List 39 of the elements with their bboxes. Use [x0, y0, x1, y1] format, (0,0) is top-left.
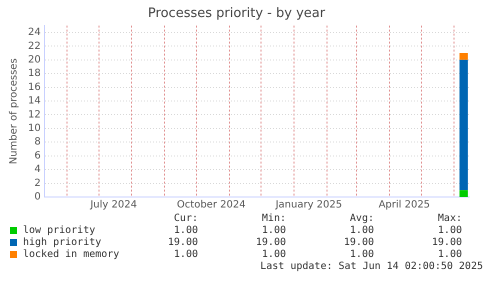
y-tick-label: 20	[28, 54, 41, 66]
y-tick-label: 18	[28, 68, 41, 80]
legend-label: high priority	[22, 237, 102, 249]
text: 1.00	[348, 249, 374, 261]
y-tick-label: 16	[28, 82, 41, 93]
y-tick-label: 12	[28, 109, 41, 120]
text: Min:	[260, 213, 286, 225]
x-tick-label: July 2024	[89, 200, 137, 211]
text: 1.00	[172, 225, 198, 237]
x-tick-label: April 2025	[378, 200, 430, 211]
text: 1.00	[260, 225, 286, 237]
text: 1.00	[260, 249, 286, 261]
y-tick-label: 8	[34, 136, 41, 148]
y-tick-label: 2	[34, 178, 41, 189]
text: 19.00	[166, 237, 198, 249]
y-tick-label: 6	[34, 150, 41, 162]
text: Max:	[436, 213, 462, 225]
text: 1.00	[436, 225, 462, 237]
text: Cur:	[172, 213, 198, 225]
text: 19.00	[430, 237, 462, 249]
x-tick-label: January 2025	[274, 200, 342, 211]
y-tick-label: 22	[28, 40, 41, 52]
chart-title: Processes priority - by year	[148, 6, 326, 22]
y-tick-label: 10	[28, 123, 41, 134]
text: Last update: Sat Jun 14 02:00:50 2025	[259, 261, 483, 273]
text: 1.00	[348, 225, 374, 237]
y-tick-label: 4	[34, 164, 41, 176]
y-tick-label: 24	[28, 27, 41, 38]
legend-label: low priority	[22, 225, 96, 237]
x-tick-label: October 2024	[176, 200, 246, 211]
text: 1.00	[436, 249, 462, 261]
text: 19.00	[342, 237, 374, 249]
y-tick-label: 14	[28, 96, 41, 107]
legend-label: locked in memory	[22, 249, 120, 261]
y-axis-title: Number of processes	[8, 58, 20, 164]
text: Avg:	[348, 213, 374, 225]
text: 19.00	[254, 237, 286, 249]
text: 1.00	[172, 249, 198, 261]
y-tick-label: 0	[34, 192, 41, 203]
